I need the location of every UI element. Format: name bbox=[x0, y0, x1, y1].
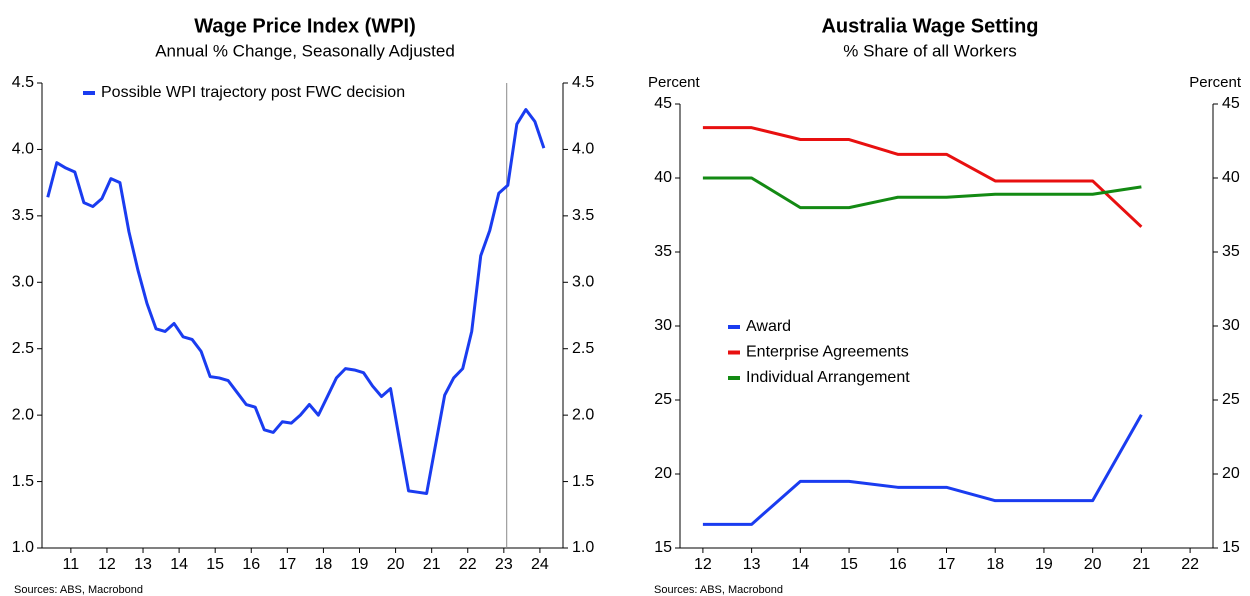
chart-title: Wage Price Index (WPI) bbox=[194, 15, 416, 37]
x-tick-label: 16 bbox=[242, 556, 260, 573]
x-tick-label: 23 bbox=[495, 556, 513, 573]
y-tick-label: 2.0 bbox=[12, 406, 34, 423]
data-line bbox=[702, 126, 1143, 228]
x-tick-label: 16 bbox=[889, 556, 907, 573]
y2-tick-label: 25 bbox=[1222, 391, 1240, 408]
source-note: Sources: ABS, Macrobond bbox=[654, 584, 783, 596]
y2-tick-label: 15 bbox=[1222, 539, 1240, 556]
y-tick-label: 4.0 bbox=[12, 141, 34, 158]
x-tick-label: 21 bbox=[423, 556, 441, 573]
x-tick-label: 14 bbox=[170, 556, 188, 573]
y-tick-label: 45 bbox=[654, 95, 672, 112]
x-tick-label: 11 bbox=[63, 556, 80, 573]
y2-tick-label: 35 bbox=[1222, 243, 1240, 260]
y-tick-label: 3.5 bbox=[12, 207, 34, 224]
data-line bbox=[702, 414, 1143, 526]
y2-tick-label: 2.0 bbox=[572, 406, 594, 423]
x-tick-label: 15 bbox=[840, 556, 858, 573]
x-tick-label: 21 bbox=[1132, 556, 1150, 573]
legend-label: Award bbox=[746, 318, 791, 335]
x-tick-label: 18 bbox=[315, 556, 333, 573]
x-tick-label: 19 bbox=[1035, 556, 1053, 573]
x-tick-label: 20 bbox=[1084, 556, 1102, 573]
x-tick-label: 22 bbox=[1181, 556, 1199, 573]
chart-subtitle: Annual % Change, Seasonally Adjusted bbox=[155, 41, 455, 60]
chart-panel: Wage Price Index (WPI) Annual % Change, S… bbox=[12, 15, 595, 596]
source-note: Sources: ABS, Macrobond bbox=[14, 584, 143, 596]
y2-tick-label: 3.5 bbox=[572, 207, 594, 224]
x-tick-label: 24 bbox=[531, 556, 549, 573]
y-tick-label: 1.5 bbox=[12, 473, 34, 490]
x-tick-label: 12 bbox=[98, 556, 116, 573]
x-tick-label: 22 bbox=[459, 556, 477, 573]
data-line bbox=[46, 108, 546, 496]
x-tick-label: 17 bbox=[938, 556, 956, 573]
data-line bbox=[702, 176, 1142, 210]
chart-subtitle: % Share of all Workers bbox=[843, 41, 1017, 60]
legend-label: Individual Arrangement bbox=[746, 369, 910, 386]
y-tick-label: 1.0 bbox=[12, 539, 34, 556]
y2-tick-label: 1.0 bbox=[572, 539, 594, 556]
y-axis-label: Percent bbox=[648, 74, 701, 91]
y2-tick-label: 30 bbox=[1222, 317, 1240, 334]
y2-tick-label: 4.0 bbox=[572, 141, 594, 158]
y-tick-label: 4.5 bbox=[12, 74, 34, 91]
y2-tick-label: 3.0 bbox=[572, 274, 594, 291]
legend-label: Possible WPI trajectory post FWC decisio… bbox=[101, 84, 405, 101]
x-tick-label: 14 bbox=[791, 556, 809, 573]
y-tick-label: 15 bbox=[654, 539, 672, 556]
y2-tick-label: 40 bbox=[1222, 169, 1240, 186]
y-tick-label: 30 bbox=[654, 317, 672, 334]
y-tick-label: 40 bbox=[654, 169, 672, 186]
legend-label: Enterprise Agreements bbox=[746, 344, 909, 361]
x-tick-label: 20 bbox=[387, 556, 405, 573]
y2-tick-label: 4.5 bbox=[572, 74, 594, 91]
x-tick-label: 13 bbox=[134, 556, 152, 573]
chart-panel: Australia Wage Setting % Share of all Wor… bbox=[648, 15, 1242, 596]
x-tick-label: 15 bbox=[206, 556, 224, 573]
y2-tick-label: 20 bbox=[1222, 465, 1240, 482]
y2-tick-label: 45 bbox=[1222, 95, 1240, 112]
y2-tick-label: 1.5 bbox=[572, 473, 594, 490]
y-tick-label: 20 bbox=[654, 465, 672, 482]
y2-axis-label: Percent bbox=[1189, 74, 1242, 91]
y-tick-label: 25 bbox=[654, 391, 672, 408]
x-tick-label: 18 bbox=[986, 556, 1004, 573]
x-tick-label: 12 bbox=[694, 556, 712, 573]
x-tick-label: 13 bbox=[743, 556, 761, 573]
y-tick-label: 2.5 bbox=[12, 340, 34, 357]
x-tick-label: 17 bbox=[278, 556, 296, 573]
y-tick-label: 35 bbox=[654, 243, 672, 260]
chart-title: Australia Wage Setting bbox=[821, 15, 1038, 37]
x-tick-label: 19 bbox=[351, 556, 369, 573]
y2-tick-label: 2.5 bbox=[572, 340, 594, 357]
y-tick-label: 3.0 bbox=[12, 274, 34, 291]
